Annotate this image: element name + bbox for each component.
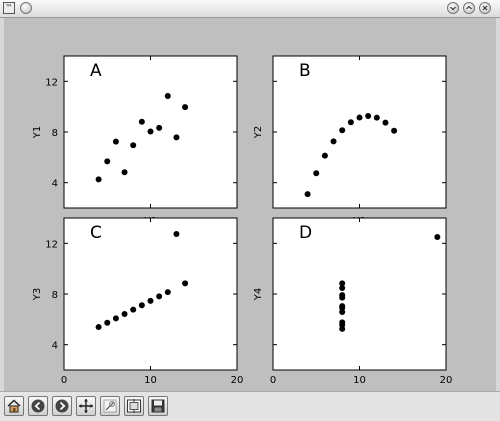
data-point [339, 292, 346, 299]
data-point [356, 114, 363, 121]
x-tick-label: 0 [270, 375, 276, 386]
axes-frame [272, 217, 447, 371]
y-axis-label: Y1 [32, 126, 43, 139]
data-point [339, 321, 346, 328]
x-tick-label: 20 [231, 375, 244, 386]
subplot-1: 4812X1Y1A [32, 55, 238, 227]
data-point [95, 324, 102, 331]
data-point [339, 280, 346, 287]
panel-title: A [90, 61, 102, 81]
data-point [147, 297, 154, 304]
data-point [95, 176, 102, 183]
forward-icon[interactable] [52, 396, 72, 416]
data-point [112, 138, 119, 145]
data-point [313, 170, 320, 177]
y-tick-label: 8 [52, 290, 58, 301]
y-tick-label: 12 [45, 239, 58, 250]
data-point [347, 119, 354, 126]
data-point [373, 114, 380, 121]
subplot-3: 010204812X3Y3C [32, 217, 244, 386]
y-tick-label: 8 [52, 128, 58, 139]
subplots-icon[interactable] [124, 396, 144, 416]
data-point [182, 104, 189, 111]
data-point [156, 124, 163, 131]
y-axis-label: Y3 [32, 288, 43, 301]
data-point [339, 305, 346, 312]
navigation-toolbar [0, 391, 500, 421]
data-point [304, 191, 311, 198]
zoom-icon[interactable] [100, 396, 120, 416]
data-point [156, 293, 163, 300]
data-point [164, 93, 171, 100]
data-point [130, 306, 137, 313]
panel-title: C [90, 223, 102, 243]
subplot-2: X2Y2B [253, 55, 447, 227]
app-icon: ™ [3, 2, 15, 14]
data-point [147, 128, 154, 135]
data-point [130, 142, 137, 149]
chevron-up-icon[interactable] [463, 2, 475, 14]
close-icon[interactable] [479, 2, 491, 14]
panel-title: B [299, 61, 311, 81]
y-axis-label: Y4 [253, 288, 264, 301]
data-point [121, 169, 128, 176]
figure: 4812X1Y1AX2Y2B010204812X3Y3C01020X4Y4D [32, 55, 453, 386]
home-icon[interactable] [4, 396, 24, 416]
window-titlebar: ™ [0, 0, 500, 18]
data-point [339, 285, 346, 292]
axes-frame [63, 217, 238, 371]
data-point [112, 315, 119, 322]
subplot-4: 01020X4Y4D [253, 217, 453, 386]
panel-title: D [299, 223, 312, 243]
data-point [104, 319, 111, 326]
data-point [121, 311, 128, 318]
x-tick-label: 20 [440, 375, 453, 386]
data-point [339, 127, 346, 134]
save-icon[interactable] [148, 396, 168, 416]
data-point [138, 302, 145, 309]
data-point [330, 138, 337, 145]
y-tick-label: 4 [52, 179, 58, 190]
x-tick-label: 10 [144, 375, 157, 386]
pan-icon[interactable] [76, 396, 96, 416]
y-axis-label: Y2 [253, 126, 264, 139]
data-point [321, 152, 328, 159]
data-point [382, 119, 389, 126]
x-tick-label: 0 [61, 375, 67, 386]
data-point [434, 234, 441, 240]
data-point [104, 158, 111, 165]
chevron-down-icon[interactable] [447, 2, 459, 14]
y-tick-label: 4 [52, 341, 58, 352]
data-point [164, 289, 171, 296]
back-icon[interactable] [28, 396, 48, 416]
window-menu-icon[interactable] [20, 2, 32, 14]
data-point [391, 127, 398, 134]
data-point [365, 113, 372, 120]
data-point [173, 134, 180, 141]
data-point [138, 118, 145, 125]
y-tick-label: 12 [45, 77, 58, 88]
data-point [173, 230, 180, 237]
data-point [182, 280, 189, 287]
x-tick-label: 10 [353, 375, 366, 386]
